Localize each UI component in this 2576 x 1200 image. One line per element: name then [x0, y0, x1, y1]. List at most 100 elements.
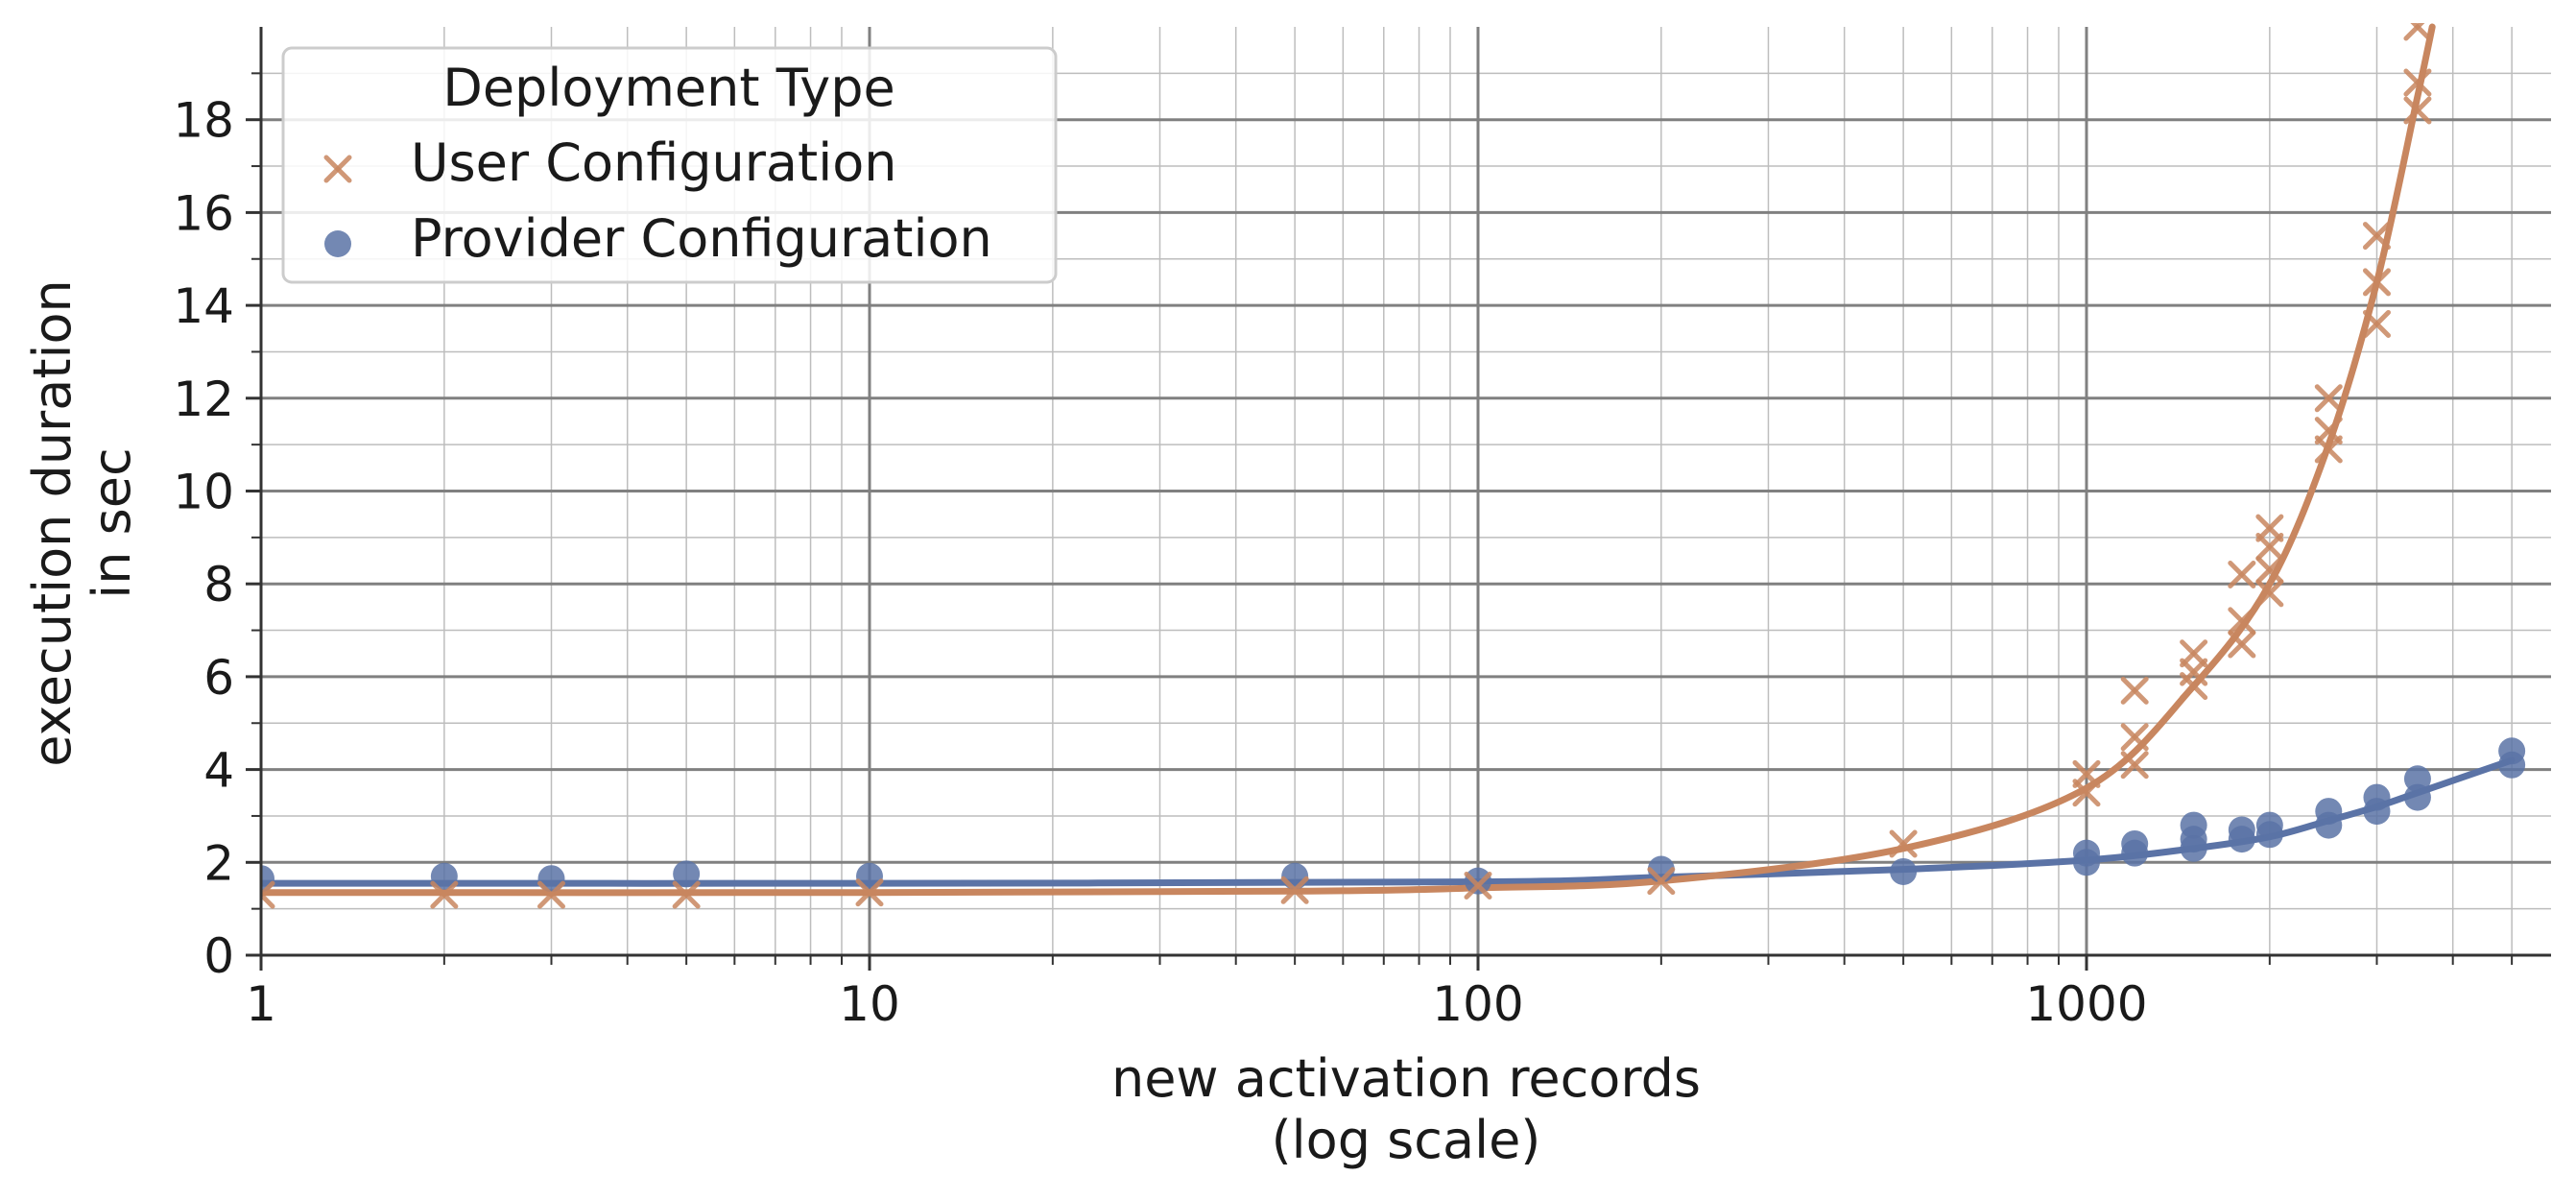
marker-stroke — [2362, 268, 2391, 297]
point-user-configuration — [2403, 23, 2432, 41]
point-provider-configuration — [2403, 765, 2431, 793]
point-user-configuration — [2120, 751, 2149, 780]
marker-stroke — [672, 880, 701, 909]
point-user-configuration — [1464, 871, 1492, 900]
marker-stroke — [2180, 639, 2208, 668]
point-provider-configuration — [2121, 829, 2149, 857]
y-tick-label: 2 — [203, 835, 234, 891]
marker-stroke — [2120, 676, 2149, 705]
y-tick-label: 8 — [203, 557, 234, 612]
x-tick-label: 100 — [1432, 976, 1523, 1032]
marker-stroke — [1464, 871, 1492, 900]
point-user-configuration — [2314, 384, 2343, 413]
x-tick-label: 1 — [246, 976, 276, 1032]
point-user-configuration — [2362, 222, 2391, 251]
point-user-configuration — [2403, 68, 2432, 97]
point-user-configuration — [2403, 96, 2432, 125]
y-tick-label: 6 — [203, 650, 234, 706]
point-provider-configuration — [2228, 816, 2255, 844]
point-user-configuration — [1647, 867, 1676, 896]
marker-stroke — [2362, 309, 2391, 338]
point-provider-configuration — [430, 862, 458, 890]
y-axis-label-line-1: execution duration — [22, 279, 83, 767]
marker-stroke — [2255, 556, 2284, 585]
point-provider-configuration — [2403, 783, 2431, 811]
marker-stroke — [1889, 829, 1918, 858]
legend-x-marker — [323, 155, 352, 183]
point-provider-configuration — [2363, 783, 2391, 811]
legend-box — [281, 46, 1058, 284]
legend-marker-user-configuration — [323, 155, 352, 183]
marker-stroke — [2403, 68, 2432, 97]
marker-stroke — [2228, 561, 2256, 589]
point-user-configuration — [2228, 561, 2256, 589]
marker-stroke — [261, 891, 275, 909]
legend-title: Deployment Type — [442, 58, 895, 118]
marker-stroke — [2228, 607, 2256, 636]
fit-line-provider-configuration — [261, 756, 2516, 887]
point-user-configuration — [2072, 759, 2101, 788]
point-user-configuration — [2255, 514, 2284, 542]
marker-stroke — [261, 880, 275, 899]
data-points — [261, 23, 2526, 909]
point-provider-configuration — [1281, 862, 1309, 890]
marker-stroke — [2362, 222, 2391, 251]
marker-stroke — [1647, 867, 1676, 896]
point-provider-configuration — [1890, 857, 1918, 885]
point-user-configuration — [2180, 639, 2208, 668]
point-user-configuration — [2255, 579, 2284, 608]
point-user-configuration — [2120, 723, 2149, 752]
point-provider-configuration — [2498, 737, 2526, 765]
marker-stroke — [537, 880, 565, 909]
axes — [246, 27, 2551, 971]
legend-entry-user-configuration: User Configuration — [411, 132, 896, 193]
marker-stroke — [2228, 630, 2256, 659]
marker-stroke — [2314, 384, 2343, 413]
point-provider-configuration — [2180, 811, 2207, 839]
y-tick-label: 4 — [203, 743, 234, 799]
point-user-configuration — [2228, 607, 2256, 636]
point-user-configuration — [261, 880, 275, 909]
y-tick-label: 14 — [173, 278, 234, 334]
marker-stroke — [2120, 751, 2149, 780]
point-user-configuration — [2362, 268, 2391, 297]
point-user-configuration — [2362, 309, 2391, 338]
x-axis-label-line-1: new activation records — [1111, 1048, 1701, 1109]
point-user-configuration — [430, 880, 459, 909]
point-user-configuration — [2314, 417, 2343, 445]
point-user-configuration — [2228, 630, 2256, 659]
point-user-configuration — [2120, 676, 2149, 705]
y-tick-label: 0 — [203, 928, 234, 984]
legend-circle-marker — [324, 230, 351, 257]
point-user-configuration — [1889, 829, 1918, 858]
point-provider-configuration — [2315, 798, 2343, 826]
y-axis-label-line-2: in sec — [82, 447, 142, 598]
marker-stroke — [430, 880, 459, 909]
x-axis-label-line-2: (log scale) — [1272, 1110, 1541, 1170]
marker-stroke — [2072, 759, 2101, 788]
y-tick-label: 16 — [173, 185, 234, 241]
marker-stroke — [323, 155, 352, 183]
marker-stroke — [2255, 514, 2284, 542]
point-user-configuration — [1280, 876, 1309, 904]
y-tick-label: 10 — [173, 465, 234, 520]
marker-stroke — [1280, 876, 1309, 904]
x-tick-label: 1000 — [2025, 976, 2147, 1032]
point-provider-configuration — [1464, 867, 1491, 895]
point-user-configuration — [537, 880, 565, 909]
point-user-configuration — [2255, 556, 2284, 585]
legend-marker-provider-configuration — [324, 230, 351, 257]
marker-stroke — [2255, 579, 2284, 608]
marker-stroke — [2314, 417, 2343, 445]
point-user-configuration — [672, 880, 701, 909]
marker-stroke — [2403, 96, 2432, 125]
tick-labels: 1 10 100 1000 0 2 4 6 8 10 12 14 16 18 — [173, 93, 2147, 1032]
y-tick-label: 12 — [173, 372, 234, 427]
point-provider-configuration — [2072, 839, 2100, 867]
marker-stroke — [855, 878, 884, 907]
y-tick-label: 18 — [173, 93, 234, 149]
point-provider-configuration — [673, 860, 701, 888]
point-provider-configuration — [2255, 811, 2283, 839]
legend-entry-provider-configuration: Provider Configuration — [411, 208, 992, 269]
